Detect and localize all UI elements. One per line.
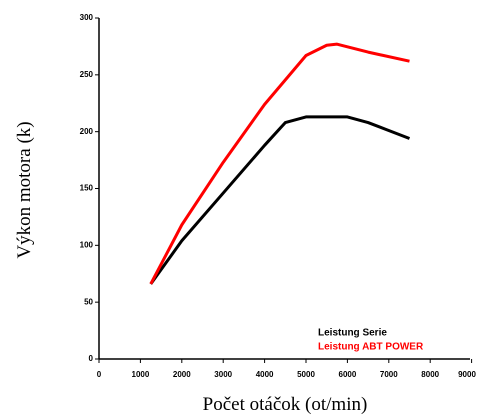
y-axis-title: Výkon motora (k) bbox=[14, 121, 35, 258]
x-tick-label: 6000 bbox=[339, 370, 357, 379]
x-tick-label: 5000 bbox=[297, 370, 315, 379]
y-tick-label: 300 bbox=[80, 13, 94, 22]
series-line bbox=[149, 42, 410, 285]
y-tick-label: 0 bbox=[89, 354, 94, 363]
x-tick-label: 7000 bbox=[380, 370, 398, 379]
x-tick-label: 9000 bbox=[458, 370, 476, 379]
y-tick-label: 50 bbox=[84, 297, 93, 306]
series-line bbox=[149, 115, 411, 285]
legend-label: Leistung Serie bbox=[318, 328, 387, 339]
y-tick-label: 200 bbox=[80, 127, 94, 136]
x-tick-label: 8000 bbox=[421, 370, 439, 379]
x-tick-label: 3000 bbox=[214, 370, 232, 379]
x-tick-label: 1000 bbox=[132, 370, 150, 379]
x-axis-title: Počet otáčok (ot/min) bbox=[203, 394, 368, 415]
x-tick-label: 2000 bbox=[173, 370, 191, 379]
y-tick-label: 150 bbox=[80, 184, 94, 193]
y-tick-label: 250 bbox=[80, 70, 94, 79]
x-tick-label: 4000 bbox=[256, 370, 274, 379]
x-tick-label: 0 bbox=[97, 370, 102, 379]
legend-label: Leistung ABT POWER bbox=[318, 342, 424, 353]
y-tick-label: 100 bbox=[80, 240, 94, 249]
